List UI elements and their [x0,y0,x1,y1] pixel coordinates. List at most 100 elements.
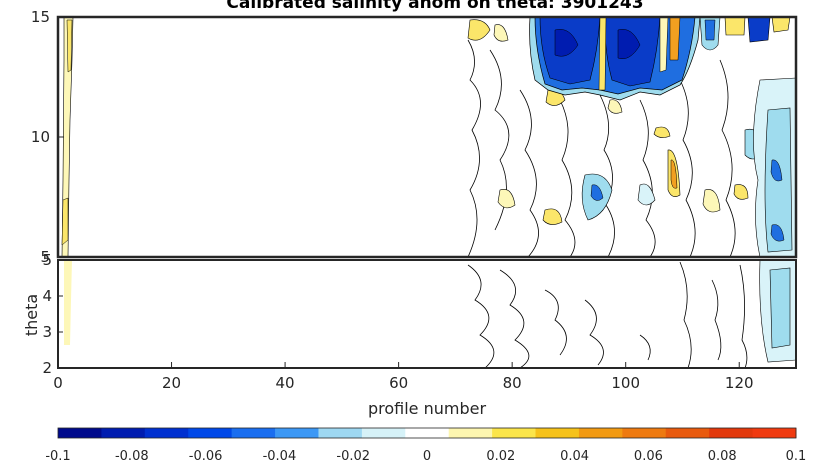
colorbar-tick-label: 0.1 [786,449,807,464]
colorbar-segment [58,428,102,438]
contour-line [559,99,576,257]
colorbar-tick-label: 0 [423,449,431,464]
colorbar-segment [492,428,537,438]
lower-y-tick-label: 2 [42,359,52,377]
upper-y-tick-label: 5 [40,248,50,266]
contour-patch [61,197,69,246]
contour-patch [724,17,746,36]
contour-patch [554,29,579,57]
contour-patch [659,17,669,73]
colorbar-tick-label: 0.04 [560,449,589,464]
colorbar-tick-label: -0.02 [336,449,370,464]
x-tick-label: 80 [503,374,522,392]
colorbar-ticks: -0.1 -0.08 -0.06 -0.04 -0.02 0 0.02 0.04 0.06 0.0… [45,449,806,464]
contour-line [519,89,539,257]
lower-axes-box [57,259,797,369]
contour-patch [771,17,791,33]
contour-patch [704,19,716,41]
contour-patch [670,159,678,189]
colorbar-segment [709,428,754,438]
contour-patch [637,183,656,206]
contour-line [467,264,495,368]
contour-line [467,39,481,257]
colorbar-frame [57,427,797,439]
colorbar-tick-label: -0.06 [189,449,223,464]
contour-patch [770,159,783,182]
colorbar-segment [188,428,233,438]
upper-panel [56,15,798,259]
colorbar-segment [752,428,797,438]
contour-patch [733,184,749,200]
colorbar-segment [448,428,493,438]
contour-patch [702,189,721,213]
colorbar-tick-label: 0.02 [486,449,515,464]
contour-line [639,99,656,257]
x-tick-label: 40 [276,374,295,392]
contour-patch [64,260,72,345]
contour-line [679,79,696,257]
y-axis-label: theta [22,294,41,336]
x-tick-label: 20 [162,374,181,392]
colorbar-segment [231,428,276,438]
colorbar-segment [622,428,667,438]
x-tick-label: 60 [389,374,408,392]
contour-line [739,264,748,368]
lower-panel [57,259,797,369]
x-axis-label: profile number [368,399,486,418]
colorbar-segment [318,428,363,438]
contour-patch [467,19,491,41]
lower-y-tick-label: 3 [42,323,52,341]
upper-contours [61,17,796,257]
colorbar [58,428,797,438]
colorbar-tick-label: -0.04 [263,449,297,464]
contour-patch [607,99,623,114]
colorbar-segment [535,428,580,438]
contour-patch [617,29,641,59]
lower-contours [64,260,796,368]
contour-line [599,94,615,257]
contour-line [679,261,692,368]
colorbar-segment [101,428,146,438]
contour-patch [66,19,73,73]
colorbar-tick-label: 0.06 [634,449,663,464]
colorbar-segment [275,428,319,438]
contour-patch [61,17,74,257]
contour-patch [590,184,604,201]
contour-line [639,334,651,361]
contour-line [584,299,604,366]
colorbar-tick-label: -0.08 [115,449,149,464]
colorbar-segment [665,428,710,438]
colorbar-segment [578,428,623,438]
colorbar-segment [144,428,189,438]
x-tick-label: 0 [53,374,63,392]
contour-line [499,269,530,368]
colorbar-segment [405,428,450,438]
contour-patch [497,189,516,209]
contour-patch [493,24,509,42]
contour-patch [653,126,671,138]
chart-title: Calibrated salinity anom on theta: 39012… [226,0,643,13]
contour-line [719,59,736,257]
colorbar-tick-label: 0.08 [708,449,737,464]
lower-y-ticks: 2 3 4 5 [42,251,63,377]
colorbar-segment [361,428,406,438]
lower-x-ticks: 0 20 40 60 80 100 120 [53,362,754,392]
lower-y-tick-label: 5 [42,251,52,269]
contour-patch [598,17,607,91]
x-tick-label: 100 [611,374,640,392]
upper-y-tick-label: 15 [31,8,50,26]
contour-patch [747,17,771,43]
contour-patch [542,208,563,225]
lower-plot-area [58,260,796,368]
contour-patch [669,17,681,61]
contour-line [544,289,567,356]
lower-y-tick-label: 4 [42,287,52,305]
contour-line [711,279,722,361]
upper-y-tick-label: 10 [31,128,50,146]
x-tick-label: 120 [725,374,754,392]
colorbar-tick-label: -0.1 [45,449,70,464]
contour-patch [769,267,791,349]
contour-patch [770,224,785,242]
upper-y-ticks: 5 10 15 [31,8,64,266]
